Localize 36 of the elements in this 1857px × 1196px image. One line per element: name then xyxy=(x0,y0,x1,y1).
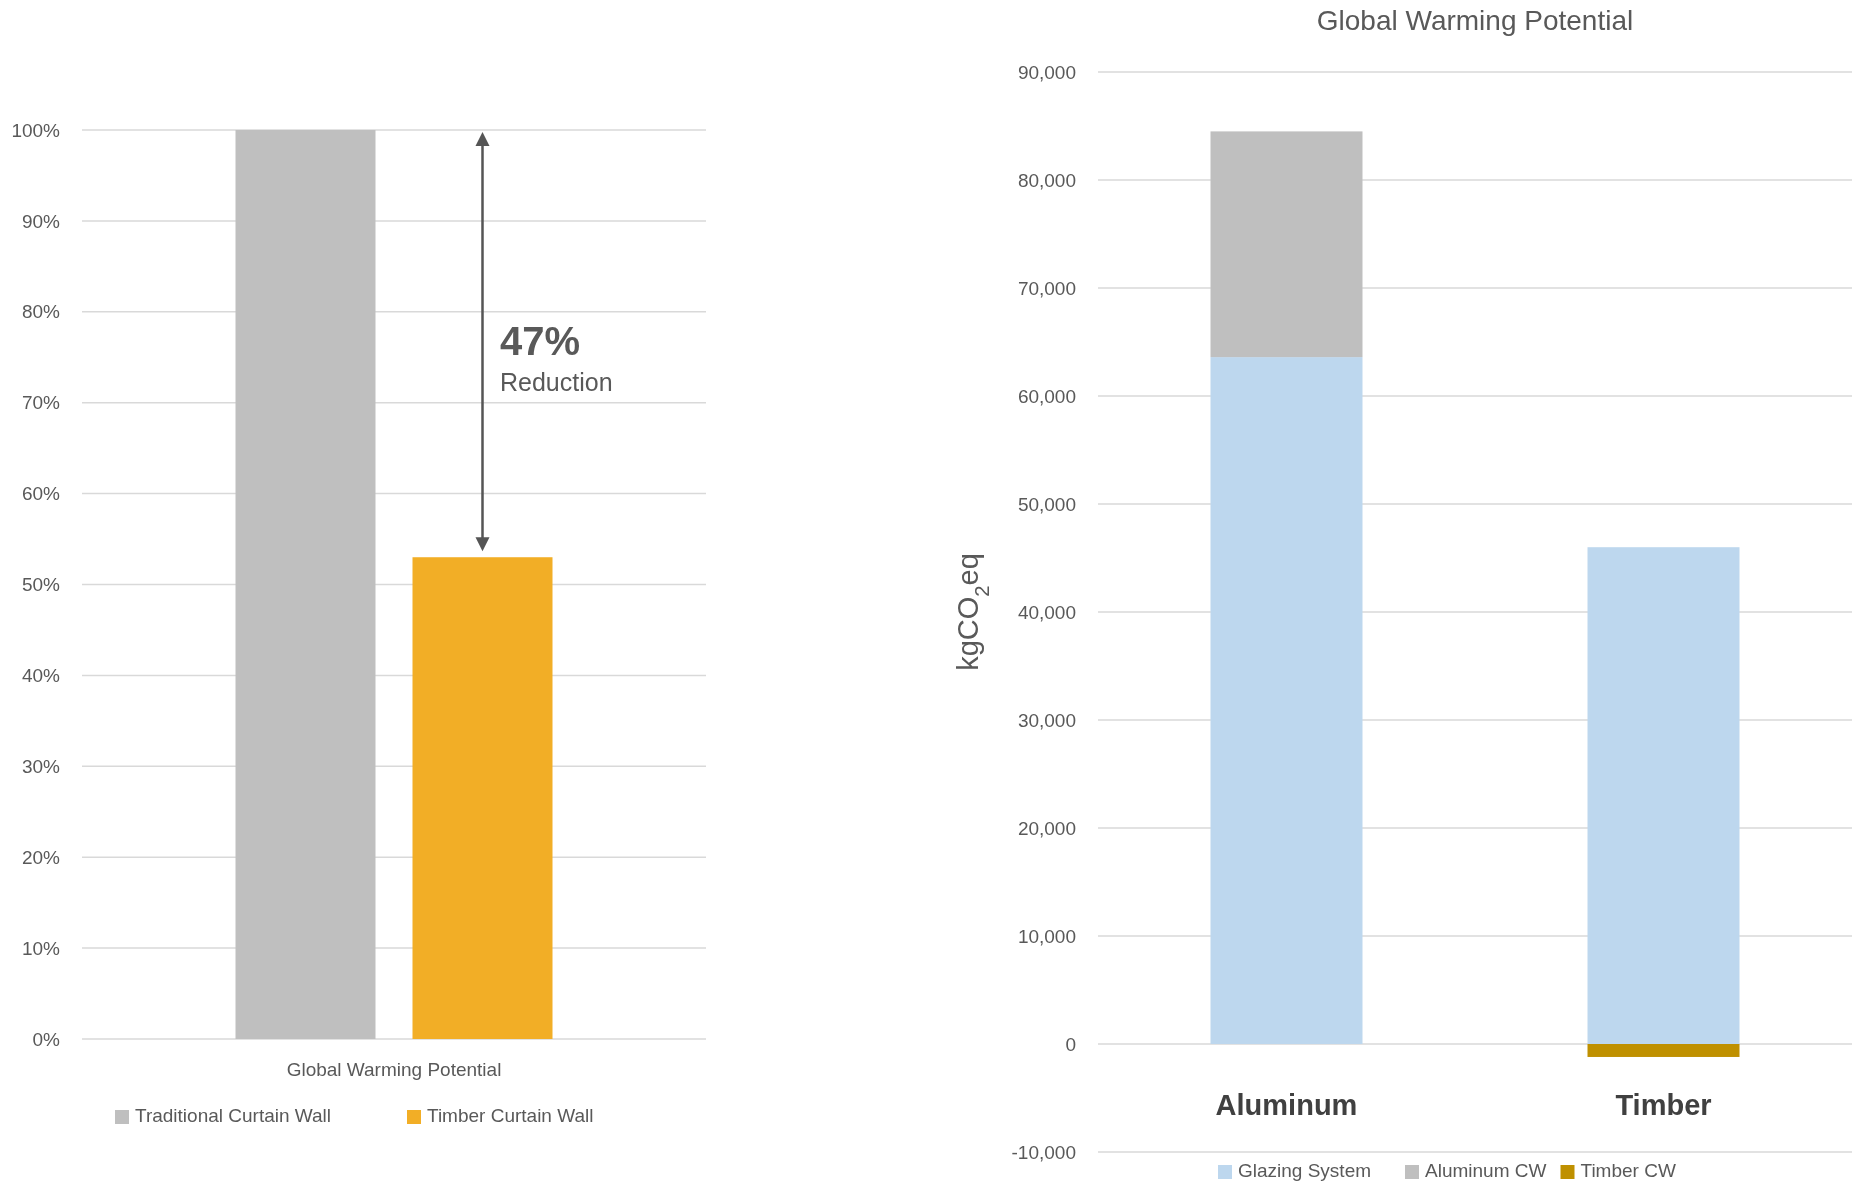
y-tick-label: 90,000 xyxy=(1017,61,1076,83)
y-tick-label: 10,000 xyxy=(1017,925,1076,947)
y-tick-label: 10% xyxy=(21,937,61,959)
legend-label: Traditional Curtain Wall xyxy=(135,1105,332,1126)
y-tick-label: 60,000 xyxy=(1017,385,1076,407)
y-tick-label: 20% xyxy=(21,846,61,868)
legend-label: Timber CW xyxy=(1580,1160,1676,1181)
y-tick-label: 90% xyxy=(21,210,61,232)
legend-label: Glazing System xyxy=(1238,1160,1372,1181)
y-tick-label: 30% xyxy=(21,755,61,777)
y-tick-label: 60% xyxy=(21,483,61,505)
bar xyxy=(1210,131,1363,358)
y-tick-label: 70,000 xyxy=(1017,277,1076,299)
annotation: Reduction xyxy=(500,368,613,396)
x-tick-label: Timber xyxy=(1615,1089,1712,1121)
y-tick-label: 40% xyxy=(21,665,61,687)
legend-label: Aluminum CW xyxy=(1425,1160,1547,1181)
y-tick-label: 70% xyxy=(21,392,61,414)
chart-title: Global Warming Potential xyxy=(1316,5,1634,36)
y-tick-label: -10,000 xyxy=(1011,1141,1076,1163)
annotation: 47% xyxy=(500,319,581,363)
legend-label: Timber Curtain Wall xyxy=(427,1105,594,1126)
y-tick-label: 40,000 xyxy=(1017,601,1076,623)
x-tick-label: Aluminum xyxy=(1215,1089,1358,1121)
y-tick-label: 30,000 xyxy=(1017,709,1076,731)
y-tick-label: 80,000 xyxy=(1017,169,1076,191)
y-tick-label: 0 xyxy=(1065,1033,1076,1055)
y-tick-label: 20,000 xyxy=(1017,817,1076,839)
y-tick-label: 50,000 xyxy=(1017,493,1076,515)
y-tick-label: 100% xyxy=(11,119,61,141)
y-tick-label: 50% xyxy=(21,574,61,596)
y-tick-label: 0% xyxy=(32,1028,61,1050)
y-tick-label: 80% xyxy=(21,301,61,323)
bar xyxy=(1587,547,1740,1044)
bar xyxy=(1210,357,1363,1044)
bar xyxy=(1587,1044,1740,1057)
